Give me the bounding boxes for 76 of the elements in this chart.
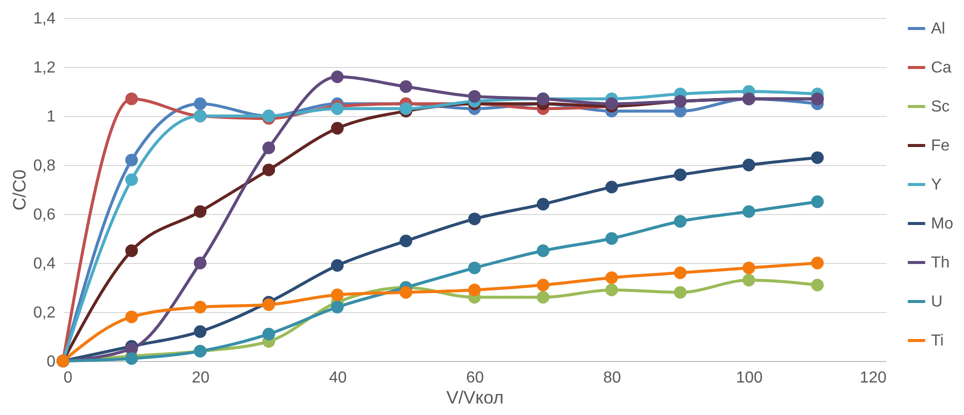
legend-label: Fe	[931, 138, 950, 154]
x-tick-label: 20	[192, 370, 210, 386]
x-tick-label: 60	[466, 370, 484, 386]
legend-label: Mo	[931, 216, 954, 232]
point	[194, 300, 206, 314]
point	[536, 244, 550, 258]
point	[605, 271, 618, 284]
point	[811, 151, 824, 164]
point	[331, 70, 344, 84]
point	[674, 286, 687, 299]
legend-label: Al	[931, 20, 946, 38]
point	[674, 168, 687, 182]
legend-label: Th	[931, 254, 950, 272]
y-tick-label: 0	[46, 354, 56, 370]
point	[125, 352, 138, 365]
y-tick-label: 1	[46, 108, 56, 126]
point	[742, 205, 756, 218]
point	[742, 274, 756, 286]
point	[262, 328, 276, 340]
point	[400, 102, 412, 115]
point	[331, 102, 344, 115]
point	[468, 284, 481, 296]
point	[536, 290, 550, 304]
point	[400, 80, 412, 93]
point	[400, 234, 412, 248]
x-axis-title: V/Vкол	[446, 388, 504, 408]
point	[262, 298, 276, 311]
y-tick-label: 0,4	[33, 256, 56, 272]
point	[468, 262, 481, 274]
point	[742, 158, 756, 172]
legend-label: Y	[931, 176, 942, 194]
legend-label: Sc	[931, 98, 950, 116]
point	[605, 284, 618, 296]
x-tick-label: 40	[328, 370, 347, 386]
point	[742, 262, 756, 274]
point	[605, 97, 618, 110]
y-tick-label: 1,2	[33, 60, 56, 76]
point	[605, 180, 618, 194]
point	[468, 212, 481, 226]
x-tick-label: 120	[860, 370, 887, 386]
y-tick-label: 0,2	[33, 304, 56, 322]
point	[194, 256, 206, 270]
point	[194, 205, 206, 218]
legend-label: U	[931, 294, 943, 310]
point	[811, 256, 824, 270]
point	[194, 325, 206, 338]
legend-label: Ti	[931, 332, 944, 350]
point	[468, 90, 481, 103]
point	[674, 215, 687, 228]
point	[262, 164, 276, 176]
y-tick-label: 1,4	[33, 10, 56, 28]
point	[125, 310, 138, 324]
y-axis-title: C/C0	[9, 169, 30, 211]
point	[125, 154, 138, 166]
point	[536, 278, 550, 292]
point	[125, 173, 138, 186]
point	[125, 244, 138, 258]
x-tick-label: 0	[64, 370, 72, 386]
point	[194, 97, 206, 110]
point	[331, 300, 344, 314]
point	[400, 286, 412, 299]
point	[262, 142, 276, 154]
x-tick-label: 80	[603, 370, 622, 386]
point	[811, 195, 824, 208]
point	[536, 198, 550, 211]
point	[331, 122, 344, 135]
y-tick-label: 0,6	[33, 206, 56, 224]
point	[125, 92, 138, 106]
point	[331, 259, 344, 272]
point	[674, 266, 687, 280]
point	[331, 288, 344, 302]
point	[605, 232, 618, 245]
x-tick-label: 100	[736, 370, 763, 386]
y-tick-label: 0,8	[33, 158, 56, 174]
legend-label: Ca	[931, 60, 952, 76]
point	[811, 278, 824, 292]
